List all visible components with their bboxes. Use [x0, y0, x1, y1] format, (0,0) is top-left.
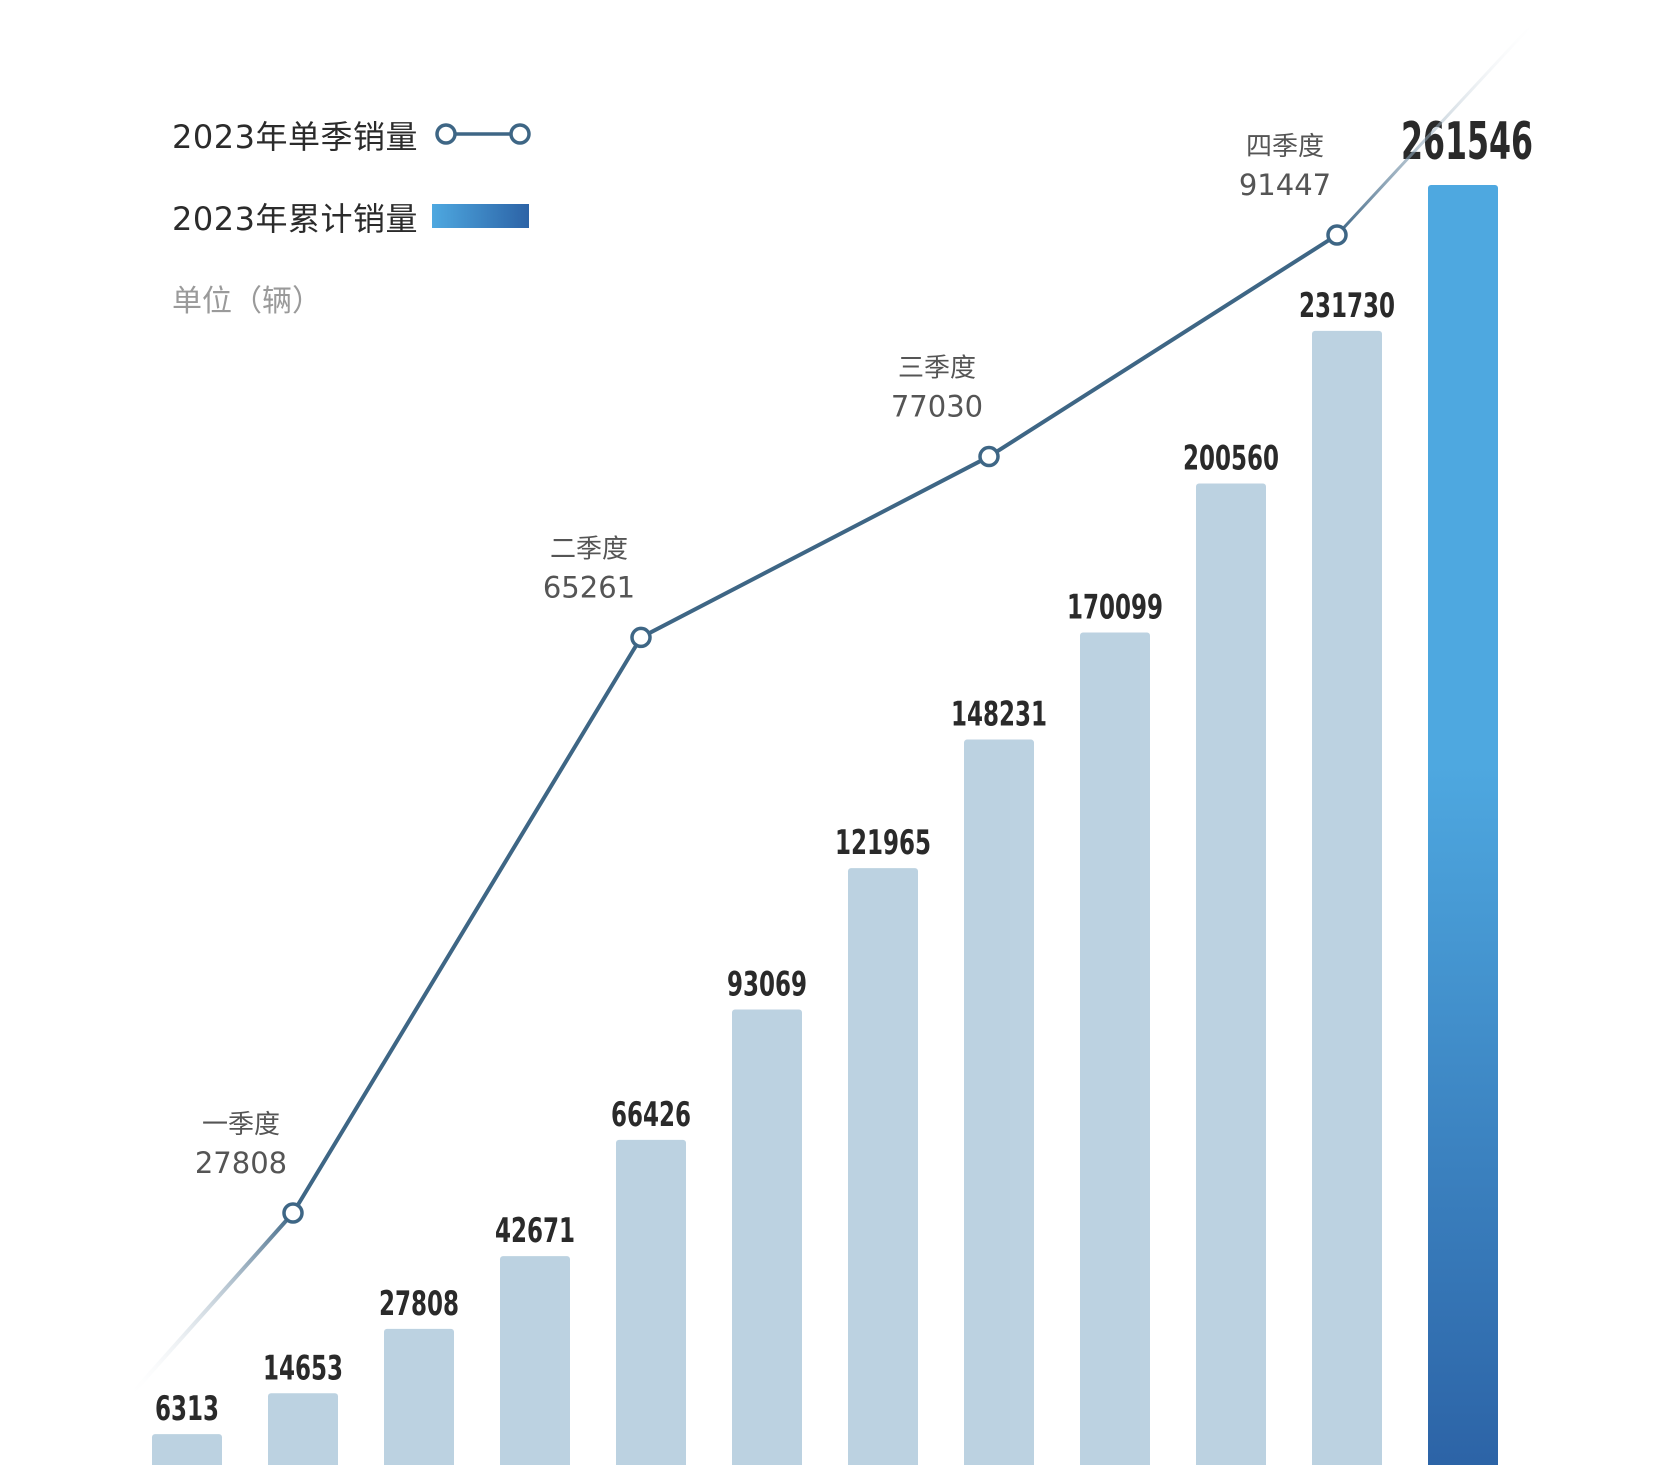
legend-line-swatch [435, 123, 531, 145]
bar-value-label: 121965 [835, 823, 931, 863]
bar [616, 1139, 686, 1465]
unit-label: 单位（辆） [172, 284, 322, 319]
bar [500, 1256, 570, 1465]
quarter-point [282, 1202, 304, 1224]
bar-series-cumulative [152, 185, 1498, 1465]
bar [384, 1328, 454, 1465]
legend-cumulative-label: 2023年累计销量 [172, 200, 418, 238]
line-series-quarterly [126, 16, 1540, 1400]
bar [732, 1009, 802, 1465]
bar-value-label: 42671 [495, 1211, 575, 1251]
bar [268, 1393, 338, 1465]
quarter-name-label: 一季度 [202, 1110, 280, 1140]
quarter-labels: 一季度 27808 二季度 65261 三季度 77030 四季度 91447 [195, 132, 1331, 1180]
bar [1428, 185, 1498, 1465]
bar-value-label: 27808 [379, 1284, 459, 1324]
bar-value-labels: 6313 14653 27808 42671 66426 93069 121965 14823… [155, 112, 1533, 1429]
quarter-name-label: 二季度 [550, 534, 628, 564]
bar [1080, 632, 1150, 1465]
trend-lead-out [1335, 16, 1540, 237]
bar-value-label: 200560 [1183, 438, 1279, 478]
bar [1312, 330, 1382, 1465]
legend-quarterly-label: 2023年单季销量 [172, 118, 418, 156]
bar-value-label: 6313 [155, 1389, 219, 1429]
quarter-point [978, 445, 1000, 468]
quarter-name-label: 四季度 [1246, 132, 1324, 162]
bar [848, 868, 918, 1465]
bar-value-label: 148231 [951, 695, 1047, 735]
quarter-value-label: 77030 [891, 390, 983, 424]
quarter-name-label: 三季度 [898, 354, 976, 384]
quarter-value-label: 65261 [543, 570, 635, 604]
bar-value-label: 231730 [1299, 286, 1395, 326]
bar [1196, 483, 1266, 1465]
trend-lead-in [126, 1211, 295, 1400]
quarter-point [1326, 224, 1348, 246]
bar-value-label: 93069 [727, 965, 807, 1005]
legend-bar-swatch [432, 204, 529, 228]
bar-value-label: 261546 [1401, 112, 1533, 172]
bar-value-label: 14653 [263, 1348, 343, 1388]
quarterly-line [291, 233, 1339, 1215]
bar [964, 739, 1034, 1465]
bar-value-label: 170099 [1067, 588, 1163, 628]
quarter-point [630, 626, 652, 649]
bar [152, 1434, 222, 1465]
quarter-value-label: 27808 [195, 1146, 287, 1180]
bar-value-label: 66426 [611, 1095, 691, 1135]
quarter-value-label: 91447 [1239, 168, 1331, 202]
